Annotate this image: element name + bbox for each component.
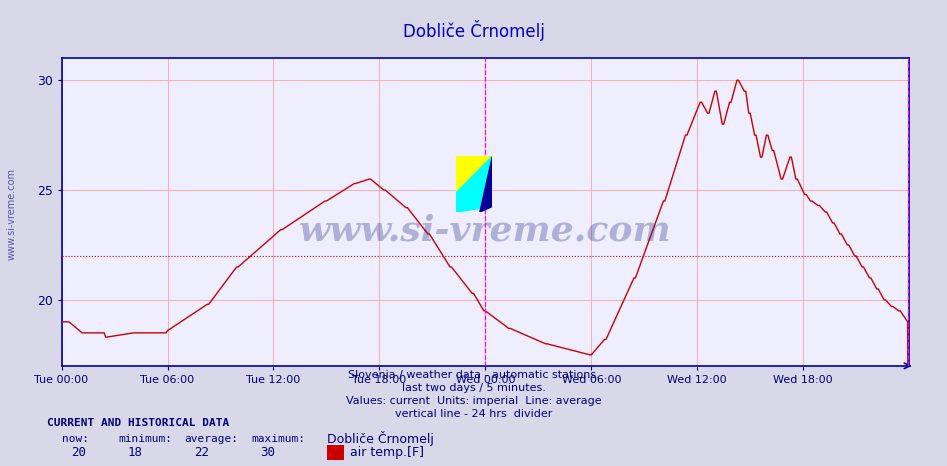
Text: vertical line - 24 hrs  divider: vertical line - 24 hrs divider (395, 409, 552, 419)
Text: www.si-vreme.com: www.si-vreme.com (299, 213, 671, 247)
Text: average:: average: (185, 434, 239, 444)
Text: Dobliče Črnomelj: Dobliče Črnomelj (327, 432, 434, 446)
Text: 22: 22 (194, 446, 209, 459)
Text: Slovenia / weather data - automatic stations.: Slovenia / weather data - automatic stat… (348, 370, 599, 380)
Text: air temp.[F]: air temp.[F] (350, 446, 424, 459)
Polygon shape (456, 156, 492, 212)
Text: CURRENT AND HISTORICAL DATA: CURRENT AND HISTORICAL DATA (47, 418, 229, 428)
Text: now:: now: (62, 434, 89, 444)
Text: maximum:: maximum: (251, 434, 305, 444)
Text: www.si-vreme.com: www.si-vreme.com (7, 168, 16, 260)
Text: 30: 30 (260, 446, 276, 459)
Polygon shape (456, 156, 492, 192)
Text: last two days / 5 minutes.: last two days / 5 minutes. (402, 383, 545, 393)
Text: minimum:: minimum: (118, 434, 172, 444)
Text: 20: 20 (71, 446, 86, 459)
Text: Values: current  Units: imperial  Line: average: Values: current Units: imperial Line: av… (346, 396, 601, 406)
Text: 18: 18 (128, 446, 143, 459)
Text: Dobliče Črnomelj: Dobliče Črnomelj (402, 20, 545, 41)
Polygon shape (480, 156, 492, 212)
